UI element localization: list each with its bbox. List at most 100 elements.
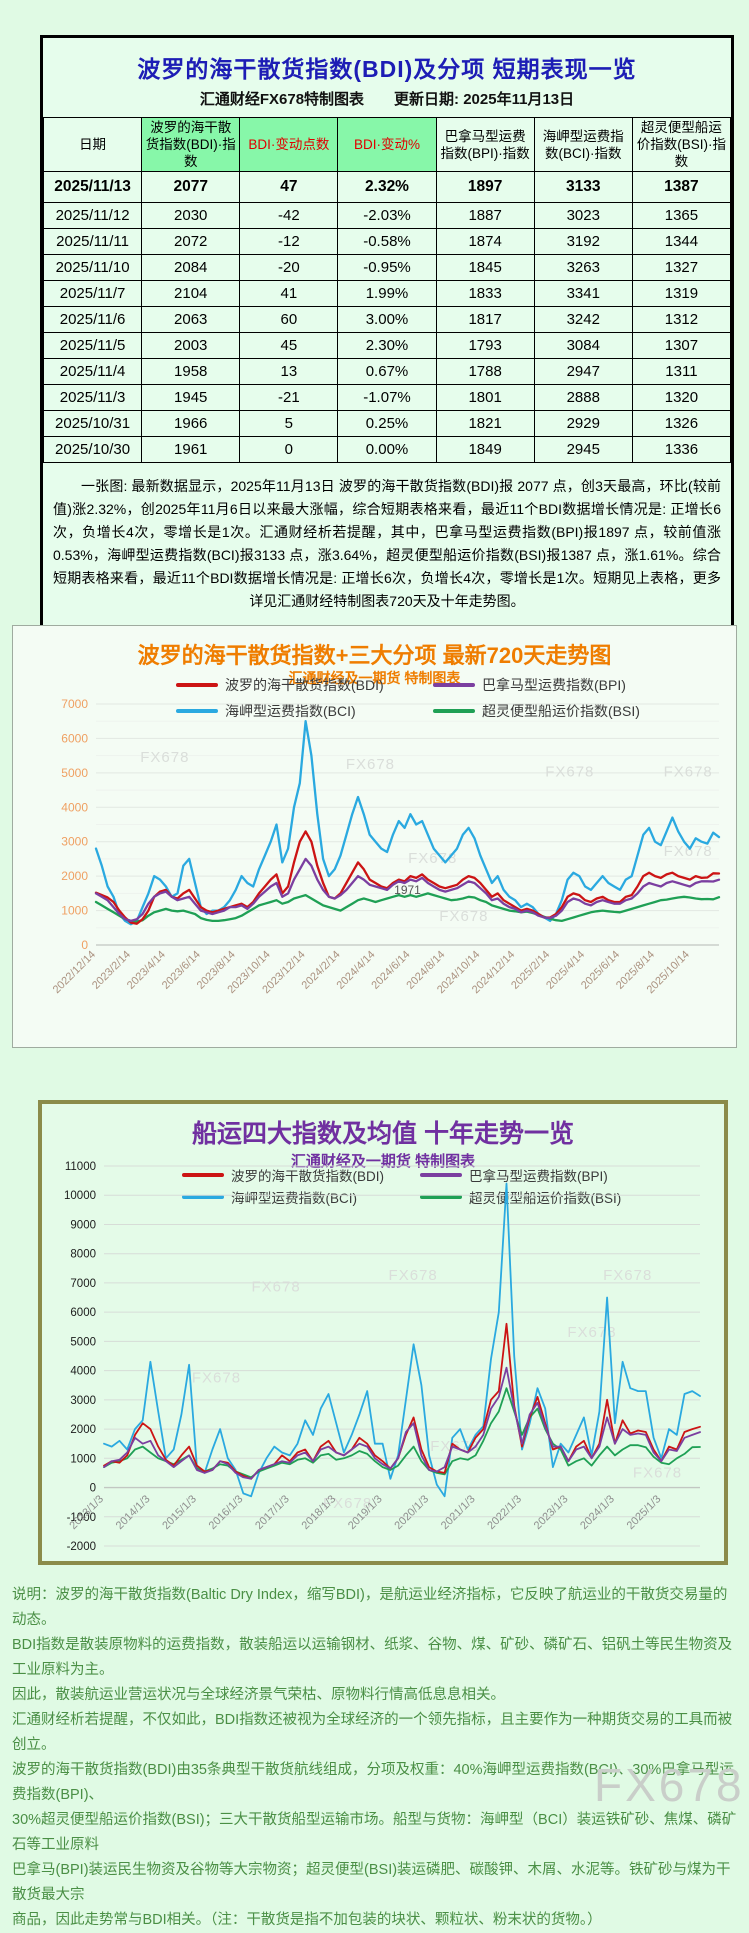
y-axis-tick-label: 3000 xyxy=(61,835,88,849)
table-cell: 0.67% xyxy=(337,358,437,385)
table-cell: 3133 xyxy=(533,171,633,203)
table-cell: 1845 xyxy=(435,254,535,281)
description-line: 商品，因此走势常与BDI相关。（注：干散货是指不加包装的块状、颗粒状、粉末状的货… xyxy=(12,1912,602,1928)
chart-720-panel: 波罗的海干散货指数+三大分项 最新720天走势图 汇通财经及一期货 特制图表 波… xyxy=(12,625,737,1048)
y-axis-tick-label: 1000 xyxy=(61,904,88,918)
table-cell: 1307 xyxy=(631,332,732,359)
table-row: 2025/11/5 2003 45 2.30% 1793 3084 1307 xyxy=(42,332,732,359)
chart-watermark: FX678 xyxy=(439,908,488,925)
y-axis-tick-label: 2000 xyxy=(70,1424,96,1436)
table-cell: 3341 xyxy=(533,280,633,307)
bdi-short-term-panel: 波罗的海干散货指数(BDI)及分项 短期表现一览 汇通财经FX678特制图表 更… xyxy=(40,35,734,630)
table-header-cell: 海岬型运费指数(BCI)·指数 xyxy=(533,117,633,172)
chart-watermark: FX678 xyxy=(323,1495,372,1512)
x-axis-tick-label: 2015/1/3 xyxy=(160,1493,199,1532)
table-cell: -12 xyxy=(239,228,339,255)
chart-watermark: FX678 xyxy=(664,763,713,780)
x-axis-tick-label: 2017/1/3 xyxy=(253,1493,292,1532)
table-cell: 1958 xyxy=(141,358,241,385)
table-cell: 2077 xyxy=(141,171,241,203)
table-cell: 2063 xyxy=(141,306,241,333)
table-cell: 2025/11/11 xyxy=(42,228,143,255)
legend-line-swatch xyxy=(433,683,475,687)
y-axis-tick-label: 0 xyxy=(81,938,88,952)
table-cell: 2104 xyxy=(141,280,241,307)
table-cell: 47 xyxy=(239,171,339,203)
table-cell: 2025/11/7 xyxy=(42,280,143,307)
table-cell: 0.00% xyxy=(337,436,437,463)
y-axis-tick-label: 5000 xyxy=(70,1336,96,1348)
table-cell: 1801 xyxy=(435,384,535,411)
table-row: 2025/11/12 2030 -42 -2.03% 1887 3023 1365 xyxy=(42,202,732,229)
table-cell: 1311 xyxy=(631,358,732,385)
chart-annotation: 1971 xyxy=(394,883,421,897)
description-line: 说明：波罗的海干散货指数(Baltic Dry Index，缩写BDI)，是航运… xyxy=(12,1587,728,1628)
description-line: 波罗的海干散货指数(BDI)由35条典型干散货航线组成，分项及权重：40%海岬型… xyxy=(12,1762,734,1803)
y-axis-tick-label: 11000 xyxy=(65,1161,96,1173)
legend-line-swatch xyxy=(182,1195,224,1199)
legend-line-swatch xyxy=(176,709,218,713)
table-cell: 3.00% xyxy=(337,306,437,333)
chart-watermark: FX678 xyxy=(603,1267,652,1284)
chart-10y-title: 船运四大指数及均值 十年走势一览 xyxy=(192,1120,574,1148)
table-cell: 1945 xyxy=(141,384,241,411)
chart-watermark: FX678 xyxy=(664,843,713,860)
table-cell: 2929 xyxy=(533,410,633,437)
table-row: 2025/11/13 2077 47 2.32% 1897 3133 1387 xyxy=(42,171,732,203)
chart-10y-panel: 船运四大指数及均值 十年走势一览 汇通财经及一期货 特制图表 波罗的海干散货指数… xyxy=(38,1100,728,1565)
description-line: 因此，散装航运业营运状况与全球经济景气荣枯、原物料行情高低息息相关。 xyxy=(12,1687,505,1703)
table-cell: 0.25% xyxy=(337,410,437,437)
table-cell: 1320 xyxy=(631,384,732,411)
chart-720-title: 波罗的海干散货指数+三大分项 最新720天走势图 xyxy=(137,643,612,668)
table-cell: -0.95% xyxy=(337,254,437,281)
y-axis-tick-label: 5000 xyxy=(61,766,88,780)
table-cell: 2025/11/10 xyxy=(42,254,143,281)
table-cell: 0 xyxy=(239,436,339,463)
table-row: 2025/11/10 2084 -20 -0.95% 1845 3263 1327 xyxy=(42,254,732,281)
description-line: 汇通财经析若提醒，不仅如此，BDI指数还被视为全球经济的一个领先指标，且主要作为… xyxy=(12,1712,733,1753)
legend-line-swatch xyxy=(176,683,218,687)
table-cell: 1.99% xyxy=(337,280,437,307)
table-cell: 1849 xyxy=(435,436,535,463)
table-row: 2025/11/11 2072 -12 -0.58% 1874 3192 1344 xyxy=(42,228,732,255)
x-axis-tick-label: 2023/1/3 xyxy=(532,1493,571,1532)
chart-720-subtitle: 汇通财经及一期货 特制图表 xyxy=(288,670,461,686)
y-axis-tick-label: 3000 xyxy=(70,1395,96,1407)
table-cell: 3084 xyxy=(533,332,633,359)
chart-720-canvas-svg: 0 1000 2000 3000 4000 5000 6000 7000 FX678 FX678 F… xyxy=(51,697,721,996)
legend-item: 海岬型运费指数(BCI) xyxy=(176,698,433,724)
x-axis-tick-label: 2025/1/3 xyxy=(625,1493,664,1532)
y-axis-tick-label: 4000 xyxy=(61,800,88,814)
bdi-table-body: 2025/11/13 2077 47 2.32% 1897 3133 1387 2025/11… xyxy=(42,171,732,463)
x-axis-tick-label: 2020/1/3 xyxy=(392,1493,431,1532)
chart-watermark: FX678 xyxy=(545,763,594,780)
table-header-cell: 日期 xyxy=(42,117,143,172)
table-cell: 1319 xyxy=(631,280,732,307)
chart-watermark: FX678 xyxy=(567,1324,616,1341)
table-cell: 1326 xyxy=(631,410,732,437)
legend-item: 波罗的海干散货指数(BDI) xyxy=(182,1164,420,1186)
table-cell: 2025/11/3 xyxy=(42,384,143,411)
table-cell: 1344 xyxy=(631,228,732,255)
table-cell: 1365 xyxy=(631,202,732,229)
table-row: 2025/11/7 2104 41 1.99% 1833 3341 1319 xyxy=(42,280,732,307)
series-line-1 xyxy=(94,857,721,923)
fx678-watermark: FX678 xyxy=(594,1759,745,1811)
table-cell: 1793 xyxy=(435,332,535,359)
table-cell: 2.30% xyxy=(337,332,437,359)
legend-label: 巴拿马型运费指数(BPI) xyxy=(469,1169,608,1184)
table-cell: 2025/10/30 xyxy=(42,436,143,463)
y-axis-tick-label: 6000 xyxy=(61,731,88,745)
table-title: 波罗的海干散货指数(BDI)及分项 短期表现一览 xyxy=(137,56,637,82)
table-row: 2025/11/6 2063 60 3.00% 1817 3242 1312 xyxy=(42,306,732,333)
series-line-2 xyxy=(94,720,721,926)
y-axis-tick-label: 0 xyxy=(90,1483,96,1495)
legend-line-swatch xyxy=(420,1195,462,1199)
legend-label: 超灵便型船运价指数(BSI) xyxy=(482,703,640,719)
y-axis-tick-label: 8000 xyxy=(70,1249,96,1261)
x-axis-tick-label: 2021/1/3 xyxy=(439,1493,478,1532)
table-cell: -20 xyxy=(239,254,339,281)
chart-watermark: FX678 xyxy=(140,749,189,766)
table-header-cell: BDI·变动点数 xyxy=(239,117,339,172)
table-cell: 2025/11/13 xyxy=(42,171,143,203)
